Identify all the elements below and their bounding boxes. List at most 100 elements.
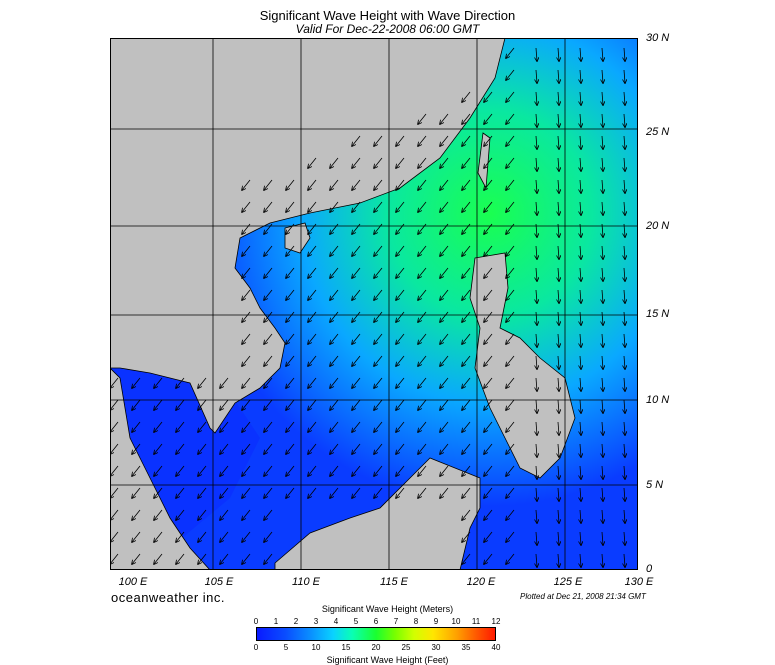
wave-arrow bbox=[462, 399, 471, 410]
wave-arrow bbox=[396, 355, 405, 366]
wave-arrow bbox=[418, 135, 427, 146]
lat-label-0: 0 bbox=[646, 563, 653, 575]
wave-arrow bbox=[506, 465, 515, 476]
wave-arrow bbox=[624, 223, 625, 237]
wave-arrow bbox=[396, 201, 405, 212]
wave-arrow bbox=[558, 179, 559, 193]
wave-arrow bbox=[484, 377, 493, 388]
wave-arrow bbox=[580, 69, 581, 83]
wave-arrow bbox=[624, 179, 625, 193]
plotted-timestamp: Plotted at Dec 21, 2008 21:34 GMT bbox=[520, 592, 646, 601]
wave-arrow bbox=[352, 355, 361, 366]
wave-arrow bbox=[506, 267, 515, 278]
wave-arrow bbox=[396, 267, 405, 278]
wave-arrow bbox=[602, 201, 603, 215]
wave-arrow bbox=[484, 421, 493, 432]
wave-arrow bbox=[132, 377, 141, 388]
wave-arrow bbox=[462, 201, 471, 212]
meters-tick: 1 bbox=[273, 617, 279, 626]
wave-arrow bbox=[624, 509, 625, 523]
wave-arrow bbox=[154, 421, 163, 432]
wave-arrow bbox=[506, 377, 515, 388]
wave-arrow bbox=[374, 157, 383, 168]
wave-arrow bbox=[264, 289, 273, 300]
wave-arrow bbox=[506, 311, 515, 322]
wave-arrow bbox=[286, 223, 295, 234]
wave-arrow bbox=[110, 509, 119, 520]
wave-arrow bbox=[624, 487, 625, 501]
wave-arrow bbox=[286, 179, 295, 190]
wave-arrow bbox=[536, 179, 537, 193]
wave-arrow bbox=[330, 443, 339, 454]
wave-arrow bbox=[396, 333, 405, 344]
wave-arrow bbox=[176, 465, 185, 476]
wave-arrow bbox=[580, 47, 581, 61]
meters-tick: 5 bbox=[353, 617, 359, 626]
wave-arrow bbox=[484, 487, 493, 498]
wave-arrow bbox=[580, 179, 581, 193]
wave-arrow bbox=[580, 113, 581, 127]
wave-arrow bbox=[220, 465, 229, 476]
colorbar-meters-title: Significant Wave Height (Meters) bbox=[321, 604, 454, 614]
wave-arrow bbox=[396, 443, 405, 454]
wave-arrow bbox=[220, 553, 229, 564]
wave-arrow bbox=[484, 509, 493, 520]
wave-arrow bbox=[330, 377, 339, 388]
wave-arrow bbox=[484, 465, 493, 476]
wave-arrow bbox=[396, 377, 405, 388]
map-title: Significant Wave Height with Wave Direct… bbox=[259, 8, 516, 23]
wave-arrow bbox=[374, 179, 383, 190]
wave-arrow bbox=[624, 355, 625, 369]
wave-arrow bbox=[624, 377, 625, 391]
wave-arrow bbox=[558, 531, 559, 545]
wave-arrow bbox=[374, 333, 383, 344]
wave-arrow bbox=[484, 289, 493, 300]
wave-arrow bbox=[602, 91, 603, 105]
wave-arrow bbox=[352, 223, 361, 234]
wave-arrow bbox=[484, 333, 493, 344]
wave-arrow bbox=[624, 399, 625, 413]
wave-arrow bbox=[536, 91, 537, 105]
wave-arrow bbox=[440, 311, 449, 322]
wave-arrow bbox=[462, 91, 471, 102]
wave-arrow bbox=[602, 179, 603, 193]
wave-arrow bbox=[580, 91, 581, 105]
wave-arrow bbox=[624, 157, 625, 171]
wave-arrow bbox=[484, 531, 493, 542]
meters-tick: 7 bbox=[393, 617, 399, 626]
feet-tick: 20 bbox=[371, 643, 381, 652]
wave-arrow bbox=[484, 113, 493, 124]
wave-arrow bbox=[176, 509, 185, 520]
wave-arrow bbox=[440, 223, 449, 234]
wave-arrow bbox=[624, 333, 625, 347]
wave-arrow bbox=[484, 201, 493, 212]
meters-tick: 9 bbox=[433, 617, 439, 626]
wave-arrow bbox=[506, 157, 515, 168]
wave-arrow bbox=[506, 421, 515, 432]
wave-arrow bbox=[220, 509, 229, 520]
wave-arrow bbox=[440, 289, 449, 300]
wave-arrow bbox=[396, 465, 405, 476]
wave-arrow bbox=[242, 487, 251, 498]
wave-arrow bbox=[558, 69, 559, 83]
wave-arrow bbox=[374, 135, 383, 146]
wave-direction-arrows bbox=[110, 47, 625, 567]
colorbar-feet-title: Significant Wave Height (Feet) bbox=[326, 655, 449, 665]
wave-arrow bbox=[462, 311, 471, 322]
wave-arrow bbox=[462, 157, 471, 168]
wave-arrow bbox=[440, 421, 449, 432]
wave-arrow bbox=[264, 421, 273, 432]
wave-arrow bbox=[286, 267, 295, 278]
meters-tick: 0 bbox=[253, 617, 259, 626]
wave-arrow bbox=[264, 355, 273, 366]
wave-arrow bbox=[484, 553, 493, 564]
wave-arrow bbox=[462, 531, 471, 542]
wave-arrow bbox=[154, 553, 163, 564]
wave-arrow bbox=[558, 91, 559, 105]
wave-arrow bbox=[286, 201, 295, 212]
wave-arrow bbox=[198, 377, 207, 388]
wave-arrow bbox=[396, 135, 405, 146]
wave-arrow bbox=[536, 377, 537, 391]
wave-arrow bbox=[110, 377, 119, 388]
wave-arrow bbox=[536, 443, 537, 457]
